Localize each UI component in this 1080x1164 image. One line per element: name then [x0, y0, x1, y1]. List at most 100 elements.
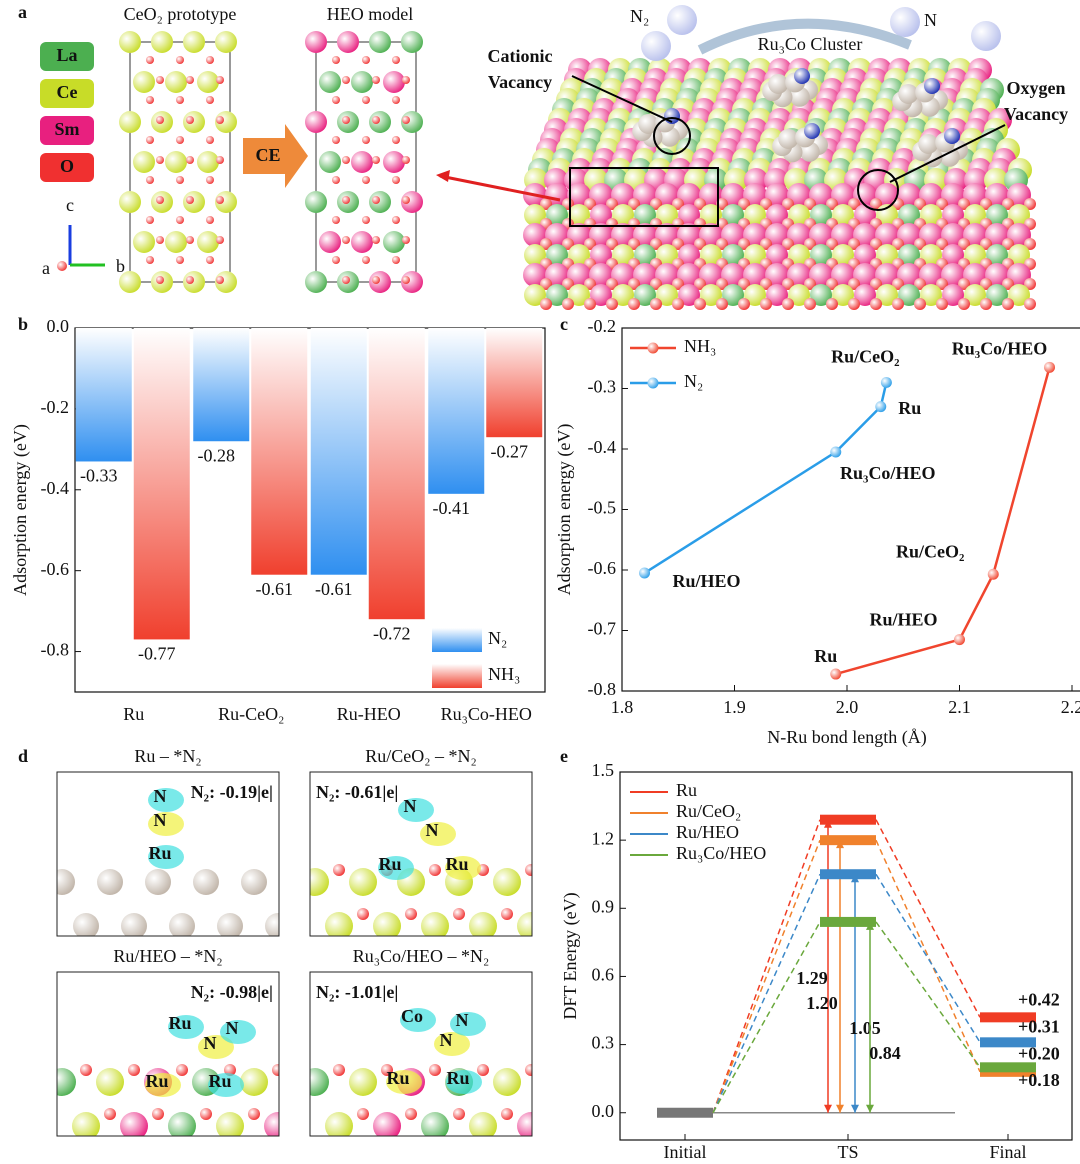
atom: [942, 204, 964, 226]
axis-name: b: [116, 256, 125, 276]
atom: [1008, 244, 1030, 266]
atom: [936, 198, 948, 210]
atom: [766, 204, 788, 226]
atom: [546, 244, 568, 266]
vacancy-label: Vacancy: [488, 72, 552, 92]
atom: [224, 1064, 236, 1076]
data-label: -0.28: [198, 445, 236, 465]
y-tick-label: 0.0: [47, 316, 70, 336]
atom: [351, 231, 373, 253]
atom: [848, 298, 860, 310]
atom: [612, 284, 634, 306]
atom: [342, 236, 350, 244]
atom: [700, 244, 722, 266]
atom-label: Ru: [208, 1071, 231, 1091]
atom: [958, 238, 970, 250]
atom: [810, 204, 832, 226]
atom: [119, 191, 141, 213]
point: [1044, 361, 1055, 373]
panel-label: b: [18, 314, 28, 334]
charge-density: [148, 812, 184, 836]
atom: [405, 1108, 417, 1120]
legend-label: Ru/CeO₂: [676, 801, 741, 821]
atom: [332, 216, 340, 224]
connector: [712, 921, 821, 1114]
data-label: -0.72: [373, 623, 411, 643]
atom: [373, 1112, 401, 1136]
atom: [469, 1112, 497, 1136]
vacancy-label: Oxygen: [1006, 78, 1065, 98]
vacancy-label: Cationic: [488, 46, 553, 66]
atom: [848, 238, 860, 250]
legend-swatch: [40, 116, 94, 145]
final-label: +0.20: [1018, 1043, 1060, 1063]
atom: [156, 276, 164, 284]
atom: [568, 204, 590, 226]
atom: [325, 912, 353, 936]
atom: [333, 864, 345, 876]
atom: [372, 196, 380, 204]
atom: [493, 1068, 521, 1096]
atom: [980, 198, 992, 210]
legend-label: NH₃: [488, 664, 520, 684]
atom: [650, 198, 662, 210]
atom: [870, 238, 882, 250]
level: [980, 1012, 1036, 1023]
atom: [634, 204, 656, 226]
atom: [638, 113, 659, 134]
atom: [573, 1064, 585, 1076]
atom: [590, 244, 612, 266]
point-label: Ru₃Co/HEO: [840, 463, 935, 483]
atom: [206, 216, 214, 224]
charge-density: [434, 1032, 470, 1056]
charge-label: N₂: -1.01|e|: [316, 982, 398, 1002]
atom: [788, 244, 810, 266]
level: [980, 1062, 1036, 1073]
atom: [650, 298, 662, 310]
atom: [183, 191, 205, 213]
atom: [193, 869, 219, 895]
atom: [133, 151, 155, 173]
atom: [936, 298, 948, 310]
barrier-label: 0.84: [869, 1043, 901, 1063]
atom: [870, 278, 882, 290]
ce-label: CE: [255, 145, 280, 165]
atom: [332, 56, 340, 64]
arrowhead: [824, 1104, 832, 1113]
atom: [332, 96, 340, 104]
point-label: Ru/HEO: [869, 610, 937, 630]
atom: [401, 31, 423, 53]
legend-swatch: [40, 79, 94, 108]
atom: [958, 298, 970, 310]
final-label: +0.31: [1018, 1016, 1060, 1036]
atom: [667, 5, 697, 35]
point-label: Ru/CeO₂: [831, 347, 899, 367]
legend-label: N₂: [488, 628, 507, 648]
atom: [319, 151, 341, 173]
atom: [778, 128, 799, 149]
atom: [1024, 278, 1036, 290]
arrowhead: [866, 1104, 874, 1113]
atom: [296, 1108, 308, 1120]
atom: [1024, 238, 1036, 250]
atom-label: N: [154, 810, 167, 830]
bar: [486, 328, 543, 438]
atom: [351, 151, 373, 173]
atom: [524, 204, 546, 226]
atom: [146, 216, 154, 224]
atom: [788, 204, 810, 226]
atom: [892, 298, 904, 310]
atom: [936, 278, 948, 290]
atom: [788, 284, 810, 306]
atom: [206, 96, 214, 104]
x-tick-label: Final: [989, 1142, 1026, 1162]
series-line: [643, 382, 888, 575]
legend-marker: [647, 342, 659, 354]
atom: [216, 276, 224, 284]
x-tick-label: TS: [837, 1142, 858, 1162]
atom: [826, 278, 838, 290]
atom: [176, 216, 184, 224]
atom: [628, 278, 640, 290]
atom: [540, 278, 552, 290]
legend-label: La: [56, 45, 77, 65]
